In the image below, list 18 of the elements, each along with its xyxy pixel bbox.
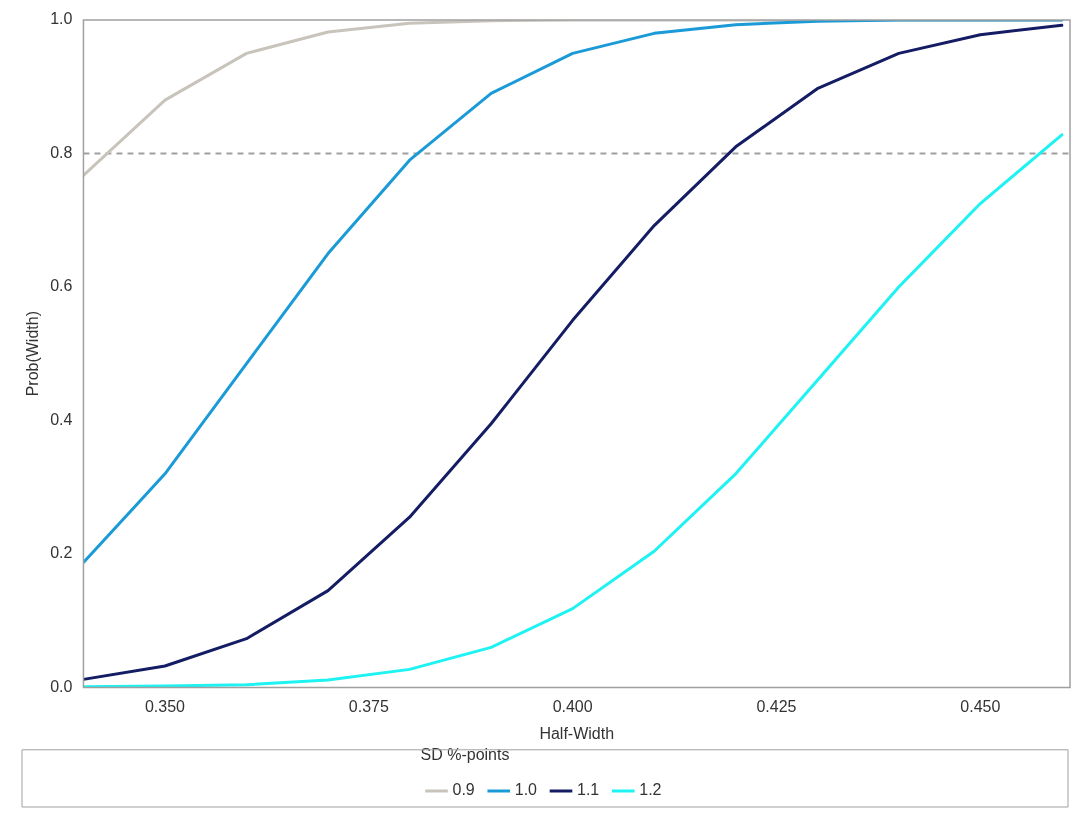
y-tick-label: 0.0 [50,677,73,695]
legend-title: SD %-points [420,746,510,764]
x-axis-title: Half-Width [539,724,615,742]
y-tick-label: 0.8 [50,143,73,161]
x-tick-label: 0.350 [144,698,186,716]
y-tick-label: 1.0 [50,10,73,28]
x-tick-label: 0.375 [348,698,389,716]
legend-label: 0.9 [452,781,475,799]
y-tick-label: 0.2 [50,544,73,562]
x-tick-label: 0.425 [756,698,797,716]
legend-label: 1.1 [577,781,600,799]
y-tick-label: 0.4 [50,410,73,428]
y-axis-title: Prob(Width) [24,311,42,397]
y-tick-label: 0.6 [50,277,73,295]
x-tick-label: 0.400 [552,698,593,716]
legend-label: 1.0 [514,781,538,799]
x-tick-label: 0.450 [960,698,1001,716]
legend-label: 1.2 [639,781,662,799]
